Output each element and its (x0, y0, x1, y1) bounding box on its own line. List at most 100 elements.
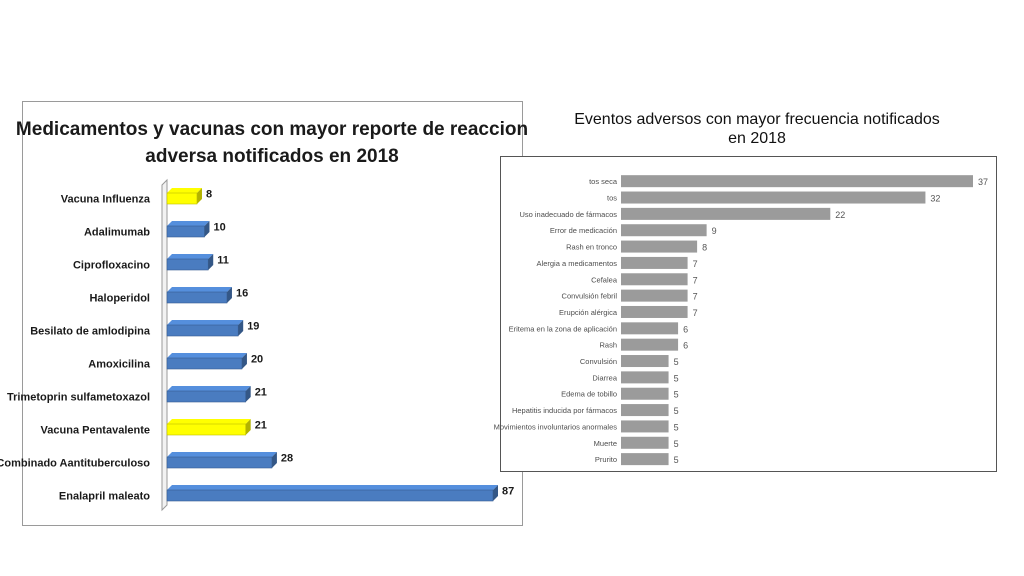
right-chart-title-line-1: Eventos adversos con mayor frecuencia no… (574, 111, 940, 128)
left-bar-top (167, 419, 251, 424)
left-bar-end (226, 287, 232, 303)
right-bar (621, 175, 973, 188)
right-category-label: Hepatitis inducida por fármacos (512, 406, 617, 415)
right-value-label: 8 (702, 243, 707, 253)
left-chart-title-line-2: adversa notificados en 2018 (145, 146, 398, 167)
left-bar-end (196, 188, 202, 204)
right-value-label: 22 (835, 210, 845, 220)
left-bar-top (167, 320, 244, 325)
right-category-label: Cefalea (591, 275, 618, 284)
left-value-label: 8 (206, 189, 212, 201)
right-value-label: 5 (674, 390, 679, 400)
left-category-label: Haloperidol (89, 293, 150, 305)
left-category-label: Trimetoprin sulfametoxazol (7, 392, 150, 404)
left-bar-end (204, 221, 210, 237)
right-category-label: Diarrea (592, 373, 617, 382)
right-category-label: Convulsión febril (562, 292, 618, 301)
right-bar (621, 289, 688, 302)
left-chart-axis-wall (161, 178, 168, 512)
right-category-label: Edema de tobillo (561, 390, 617, 399)
right-value-label: 5 (674, 373, 679, 383)
right-chart-title: Eventos adversos con mayor frecuencia no… (548, 110, 966, 148)
left-category-label: Besilato de amlodipina (30, 326, 151, 338)
right-bar (621, 305, 688, 318)
left-bar-top (167, 188, 202, 193)
right-value-label: 6 (683, 324, 688, 334)
right-category-label: Uso inadecuado de fármacos (519, 210, 617, 219)
right-value-label: 7 (693, 308, 698, 318)
left-category-label: Adalimumab (84, 227, 150, 239)
right-category-label: Error de medicación (550, 226, 617, 235)
left-bar (166, 324, 239, 337)
right-bar (621, 404, 669, 417)
left-bar (166, 423, 246, 436)
right-value-label: 37 (978, 177, 988, 187)
right-category-label: Movimientos involuntarios anormales (494, 422, 618, 431)
right-value-label: 5 (674, 455, 679, 465)
left-value-label: 21 (255, 387, 267, 399)
left-category-label: Vacuna Influenza (61, 194, 151, 206)
right-value-label: 32 (930, 194, 940, 204)
right-category-label: Prurito (595, 455, 617, 464)
right-value-label: 7 (693, 275, 698, 285)
right-bar (621, 322, 679, 335)
left-value-label: 11 (217, 255, 229, 267)
right-value-label: 7 (693, 292, 698, 302)
left-bar-end (245, 386, 251, 402)
right-chart-title-line-2: en 2018 (728, 130, 786, 147)
right-value-label: 5 (674, 422, 679, 432)
left-bar (166, 456, 273, 469)
right-value-label: 6 (683, 341, 688, 351)
right-bar (621, 420, 669, 433)
left-bar-top (167, 254, 214, 259)
left-bar (166, 357, 243, 370)
left-chart-title-line-1: Medicamentos y vacunas con mayor reporte… (16, 119, 528, 140)
left-bar (166, 192, 198, 205)
left-bar-top (167, 452, 277, 457)
right-category-label: Rash (599, 341, 617, 350)
left-value-label: 21 (255, 420, 267, 432)
right-value-label: 9 (712, 226, 717, 236)
right-category-label: Erupción alérgica (559, 308, 618, 317)
left-bar (166, 291, 228, 304)
left-category-label: Combinado Aantituberculoso (0, 458, 150, 470)
left-bar (166, 258, 209, 271)
right-value-label: 5 (674, 406, 679, 416)
left-value-label: 28 (281, 453, 293, 465)
left-category-label: Ciprofloxacino (73, 260, 150, 272)
right-bar (621, 453, 669, 466)
left-bar-top (167, 221, 210, 226)
left-bar-top (167, 485, 498, 490)
right-category-label: Eritema en la zona de aplicación (509, 324, 617, 333)
right-category-label: Convulsión (580, 357, 617, 366)
right-value-label: 5 (674, 357, 679, 367)
right-category-label: Muerte (594, 439, 617, 448)
right-bar (621, 224, 707, 237)
left-bar (166, 489, 494, 502)
right-category-label: tos (607, 194, 617, 203)
left-value-label: 87 (502, 486, 514, 498)
left-bar-end (208, 254, 214, 270)
right-bar (621, 436, 669, 449)
left-category-label: Vacuna Pentavalente (41, 425, 150, 437)
right-category-label: tos seca (589, 177, 618, 186)
right-bar (621, 256, 688, 269)
right-category-label: Rash en tronco (566, 243, 617, 252)
left-value-label: 16 (236, 288, 248, 300)
left-bar-end (241, 353, 247, 369)
right-bar (621, 191, 926, 204)
left-bar-top (167, 353, 247, 358)
left-value-label: 19 (247, 321, 259, 333)
left-bar-end (271, 452, 277, 468)
right-bar (621, 207, 831, 220)
left-bar-end (245, 419, 251, 435)
right-value-label: 7 (693, 259, 698, 269)
left-bar (166, 225, 205, 238)
right-bar (621, 273, 688, 286)
left-bar-end (493, 485, 498, 501)
right-bar (621, 240, 698, 253)
right-value-label: 5 (674, 439, 679, 449)
left-value-label: 10 (213, 222, 225, 234)
left-value-label: 20 (251, 354, 263, 366)
